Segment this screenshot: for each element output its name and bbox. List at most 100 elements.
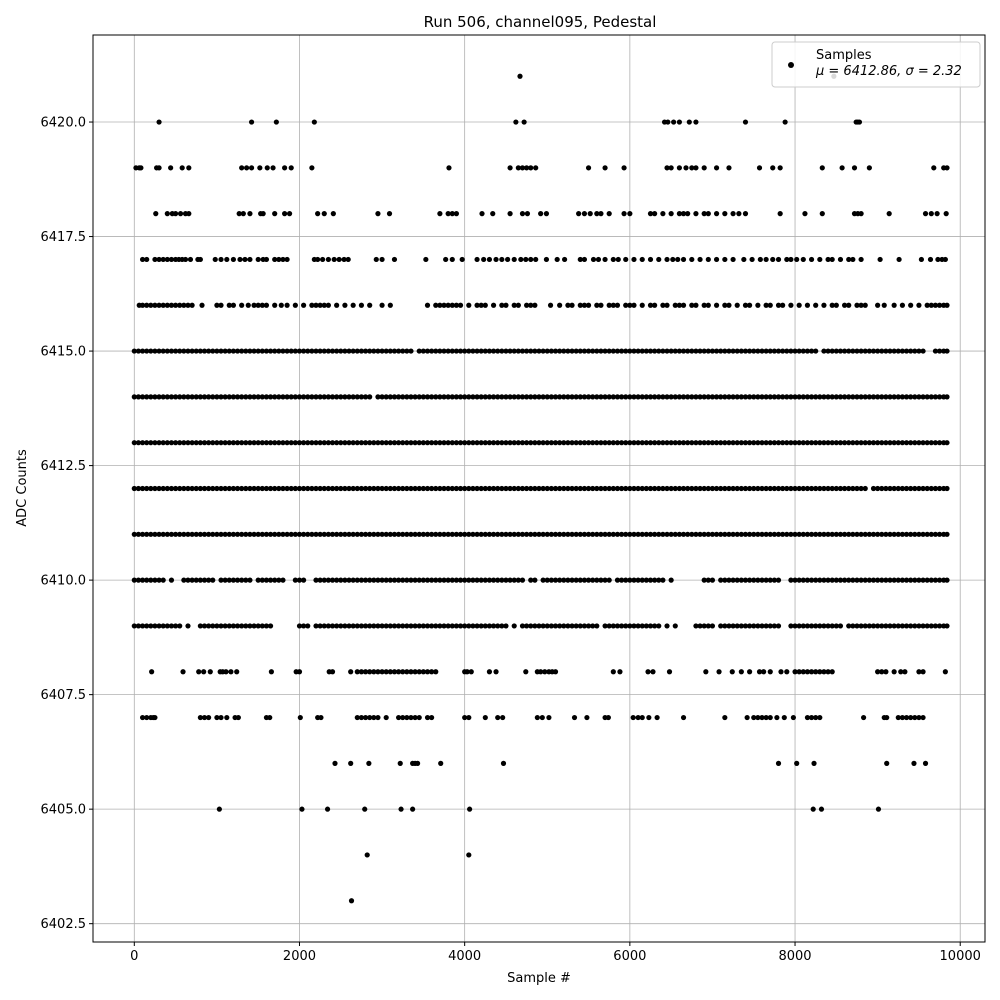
data-point bbox=[210, 485, 216, 492]
data-point bbox=[763, 714, 769, 721]
data-point bbox=[846, 577, 852, 583]
data-point bbox=[511, 394, 517, 400]
data-point bbox=[647, 623, 654, 629]
data-point bbox=[763, 394, 769, 400]
data-point bbox=[441, 302, 447, 308]
data-point bbox=[230, 256, 237, 263]
data-point bbox=[420, 440, 426, 446]
data-point bbox=[164, 211, 170, 217]
data-point bbox=[759, 623, 765, 629]
data-point bbox=[185, 302, 191, 308]
data-point bbox=[623, 394, 629, 400]
data-point bbox=[276, 256, 282, 263]
data-point bbox=[594, 394, 600, 400]
data-point bbox=[391, 256, 398, 263]
data-point bbox=[639, 485, 645, 492]
data-point bbox=[924, 485, 930, 492]
data-point bbox=[751, 348, 757, 354]
legend-label: Samples bbox=[816, 48, 872, 63]
data-point bbox=[144, 256, 150, 263]
data-point bbox=[730, 485, 736, 492]
data-point bbox=[891, 348, 897, 354]
data-point bbox=[924, 440, 930, 446]
data-point bbox=[639, 302, 645, 308]
data-point bbox=[437, 394, 443, 400]
data-point bbox=[788, 394, 794, 400]
data-point bbox=[362, 577, 369, 583]
data-point bbox=[837, 531, 844, 537]
data-point bbox=[908, 577, 914, 583]
data-point bbox=[515, 485, 521, 492]
data-point bbox=[709, 531, 716, 537]
data-point bbox=[247, 577, 253, 583]
data-point bbox=[375, 211, 381, 217]
data-point bbox=[493, 669, 499, 675]
data-point bbox=[631, 348, 637, 354]
data-point bbox=[734, 348, 740, 354]
data-point bbox=[858, 440, 864, 446]
data-point bbox=[404, 531, 410, 537]
data-point bbox=[825, 669, 831, 675]
data-point bbox=[429, 623, 435, 629]
data-point bbox=[808, 531, 815, 537]
data-point bbox=[404, 714, 410, 721]
data-point bbox=[429, 714, 435, 721]
data-point bbox=[544, 348, 550, 354]
data-point bbox=[916, 714, 922, 721]
data-point bbox=[837, 256, 844, 263]
data-point bbox=[437, 211, 443, 217]
data-point bbox=[449, 394, 455, 400]
data-point bbox=[296, 669, 303, 675]
data-point bbox=[618, 577, 625, 583]
data-point bbox=[532, 348, 538, 354]
data-point bbox=[833, 394, 839, 400]
data-point bbox=[212, 256, 218, 263]
data-points bbox=[131, 73, 950, 904]
data-point bbox=[565, 623, 571, 629]
data-point bbox=[660, 577, 666, 583]
data-point bbox=[924, 623, 930, 629]
data-point bbox=[305, 348, 311, 354]
data-point bbox=[606, 211, 612, 217]
data-point bbox=[243, 485, 249, 492]
data-point bbox=[898, 669, 904, 675]
data-point bbox=[813, 348, 819, 354]
data-point bbox=[942, 256, 948, 263]
data-point bbox=[168, 394, 175, 400]
data-point bbox=[185, 348, 191, 354]
data-point bbox=[598, 302, 604, 308]
data-point bbox=[557, 577, 563, 583]
data-point bbox=[899, 440, 906, 446]
data-point bbox=[883, 669, 889, 675]
data-point bbox=[602, 485, 608, 492]
data-point bbox=[934, 211, 940, 217]
data-point bbox=[466, 623, 472, 629]
data-point bbox=[944, 394, 950, 400]
data-point bbox=[875, 348, 881, 354]
data-point bbox=[420, 531, 426, 537]
data-point bbox=[523, 256, 529, 263]
data-point bbox=[703, 669, 709, 675]
data-point bbox=[903, 531, 910, 537]
data-point bbox=[862, 394, 868, 400]
data-point bbox=[817, 394, 823, 400]
data-point bbox=[879, 623, 885, 629]
data-point bbox=[371, 714, 377, 721]
y-tick-label: 6410.0 bbox=[41, 574, 87, 589]
data-point bbox=[813, 440, 819, 446]
data-point bbox=[771, 440, 777, 446]
data-point bbox=[670, 256, 676, 263]
data-point bbox=[536, 485, 542, 492]
data-point bbox=[912, 394, 918, 400]
data-point bbox=[156, 485, 162, 492]
data-point bbox=[263, 348, 270, 354]
x-axis-label: Sample # bbox=[507, 971, 571, 986]
data-point bbox=[462, 348, 468, 354]
data-point bbox=[342, 577, 348, 583]
data-point bbox=[627, 623, 633, 629]
data-point bbox=[767, 714, 773, 721]
data-point bbox=[602, 577, 608, 583]
data-point bbox=[362, 485, 369, 492]
data-point bbox=[317, 348, 323, 354]
data-point bbox=[206, 440, 212, 446]
